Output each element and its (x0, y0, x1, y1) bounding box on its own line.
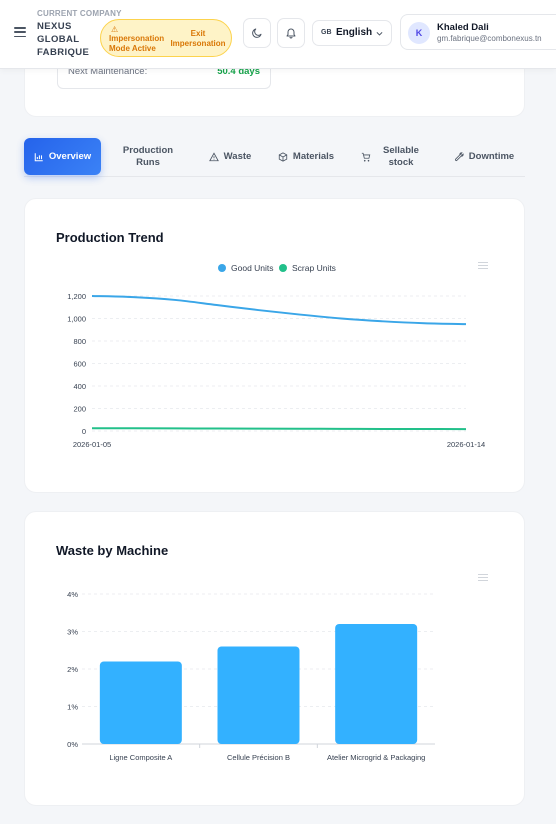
tab-label: Production Runs (122, 144, 174, 168)
y-tick-label: 400 (73, 382, 86, 391)
tab-label: Sellable stock (383, 144, 419, 168)
tab-production-runs[interactable]: Production Runs (110, 138, 186, 175)
bell-icon (286, 28, 296, 39)
impersonation-banner: ⚠ Impersonation Mode Active Exit Imperso… (100, 19, 232, 57)
bar (335, 624, 418, 744)
y-tick-label: 1,200 (67, 292, 86, 301)
card-title: Waste by Machine (56, 543, 169, 558)
y-tick-label: 0 (82, 427, 86, 436)
production-trend-chart: Good Units Scrap Units 0 200 400 600 800 1,000 1… (67, 263, 485, 449)
waste-by-machine-card: Waste by Machine 0% 1% 2% 3% 4% Ligne Composi… (24, 511, 525, 806)
top-header: CURRENT COMPANY NEXUS GLOBAL FABRIQUE ⚠ … (0, 0, 556, 69)
y-tick-label: 600 (73, 360, 86, 369)
company-label: CURRENT COMPANY (37, 9, 122, 18)
legend-label: Good Units (231, 263, 274, 273)
company-name[interactable]: NEXUS GLOBAL FABRIQUE (37, 21, 90, 58)
menu-icon[interactable] (14, 27, 26, 37)
tab-materials[interactable]: Materials (272, 138, 340, 175)
tab-bar: Overview Production Runs Waste Materials… (24, 138, 525, 178)
bar (217, 646, 300, 744)
tab-label: Overview (48, 150, 92, 162)
x-tick-label: Ligne Composite A (109, 753, 172, 762)
chart-menu-icon[interactable] (478, 574, 488, 581)
tab-label: Materials (292, 150, 335, 162)
card-title: Production Trend (56, 230, 164, 245)
flag-icon: GB (321, 29, 332, 36)
cart-icon (361, 152, 371, 162)
user-name: Khaled Dali (437, 22, 489, 33)
language-selector[interactable]: GB English (312, 20, 392, 46)
tab-label: Waste (223, 150, 252, 162)
language-label: English (336, 27, 373, 38)
chart-icon (34, 152, 43, 161)
y-tick-label: 0% (67, 740, 78, 749)
user-menu[interactable]: K Khaled Dali gm.fabrique@combonexus.tn (400, 14, 556, 50)
maintenance-value: 50.4 days (217, 66, 260, 77)
legend-label: Scrap Units (292, 263, 336, 273)
y-tick-label: 200 (73, 405, 86, 414)
exit-impersonation-button[interactable]: Exit Impersonation (170, 29, 226, 48)
series-line (91, 427, 467, 431)
legend-marker (279, 264, 287, 272)
y-tick-label: 4% (67, 590, 78, 599)
tab-waste[interactable]: Waste (200, 138, 260, 175)
chart-menu-icon[interactable] (478, 262, 488, 269)
wrench-icon (454, 151, 464, 161)
tab-downtime[interactable]: Downtime (449, 138, 519, 175)
bar (99, 661, 182, 744)
maintenance-label: Next Maintenance: (68, 66, 148, 77)
chevron-down-icon (376, 32, 383, 36)
y-tick-label: 2% (67, 665, 78, 674)
y-tick-label: 3% (67, 628, 78, 637)
legend-marker (218, 264, 226, 272)
x-tick-label: Cellule Précision B (227, 753, 290, 762)
y-tick-label: 800 (73, 337, 86, 346)
y-tick-label: 1% (67, 703, 78, 712)
x-tick-label: 2026-01-05 (73, 440, 111, 449)
notifications-button[interactable] (277, 18, 305, 48)
x-tick-label: Atelier Microgrid & Packaging (327, 753, 425, 762)
y-tick-label: 1,000 (67, 315, 86, 324)
box-icon (278, 151, 288, 162)
tab-overview[interactable]: Overview (24, 138, 101, 175)
waste-by-machine-chart: 0% 1% 2% 3% 4% Ligne Composite A Cellule Préci… (67, 590, 435, 762)
theme-toggle-button[interactable] (243, 18, 271, 48)
tab-label: Downtime (468, 150, 515, 162)
warning-icon (208, 151, 219, 161)
impersonation-text: Impersonation Mode Active (109, 34, 165, 53)
moon-icon (252, 28, 262, 38)
warning-icon: ⚠ (111, 25, 119, 34)
avatar: K (408, 22, 430, 44)
user-email: gm.fabrique@combonexus.tn (437, 34, 542, 43)
tab-sellable-stock[interactable]: Sellable stock (358, 138, 424, 175)
series-line (91, 295, 467, 326)
production-trend-card: Production Trend Good Units Scrap Units 0 2… (24, 198, 525, 493)
x-tick-label: 2026-01-14 (447, 440, 485, 449)
